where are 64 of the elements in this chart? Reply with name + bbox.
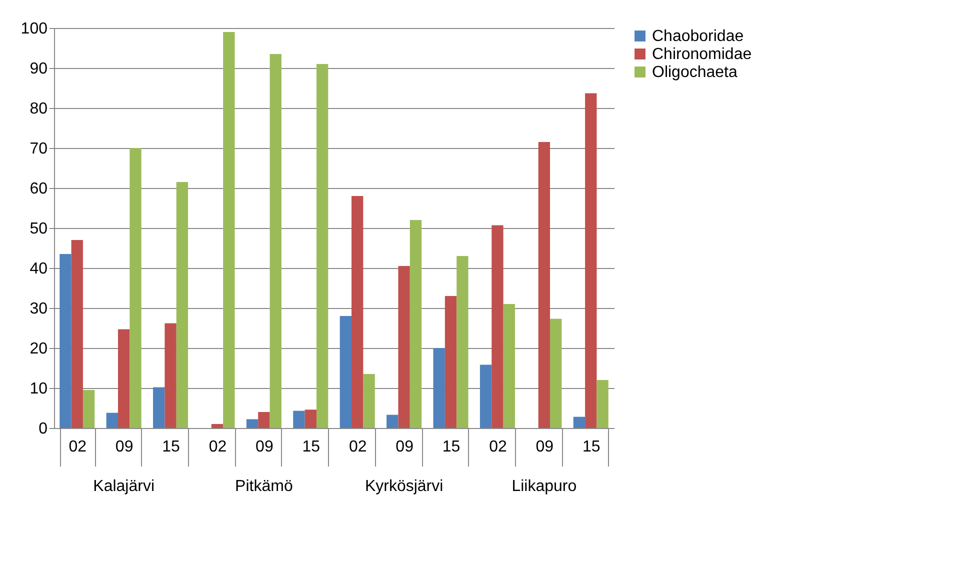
x-tick-label: 15	[582, 438, 600, 456]
x-tick-label: 02	[489, 438, 507, 456]
legend-label: Chironomidae	[652, 46, 752, 63]
bar	[153, 387, 165, 428]
x-tick-label: 02	[208, 438, 227, 456]
bar	[211, 424, 224, 428]
text: Kyrkösjärvi	[364, 478, 444, 495]
x-tick-label: 15	[162, 438, 180, 456]
y-tick-label: 0	[38, 420, 48, 438]
legend-label: Oligochaeta	[652, 64, 738, 81]
bar	[106, 412, 118, 428]
bar	[130, 148, 142, 428]
y-tick-label: 40	[30, 260, 48, 278]
bar	[585, 93, 597, 428]
bar	[503, 304, 515, 428]
bar	[293, 410, 305, 428]
bar	[352, 196, 364, 428]
bar	[386, 414, 398, 428]
y-tick-label: 20	[30, 340, 48, 358]
bar	[433, 348, 445, 428]
y-tick-label: 90	[30, 60, 48, 78]
bar	[538, 142, 550, 428]
bar	[118, 329, 130, 428]
bar	[410, 220, 422, 428]
y-tick-label: 60	[30, 180, 48, 198]
bar	[492, 225, 504, 428]
bar	[304, 410, 316, 428]
y-tick-label: 70	[30, 140, 48, 158]
bar	[223, 32, 235, 428]
bar	[258, 412, 270, 428]
bar	[246, 419, 258, 428]
x-tick-label: 09	[536, 438, 554, 456]
bar	[164, 323, 176, 428]
x-tick-label: 09	[115, 438, 134, 456]
x-tick-label: 15	[442, 438, 460, 456]
bar	[340, 316, 352, 428]
bar	[270, 54, 282, 428]
y-tick-label: 30	[30, 300, 48, 318]
text: Kalajärvi	[93, 478, 155, 495]
bar	[550, 318, 562, 428]
bar	[60, 254, 72, 428]
x-tick-label: 09	[396, 438, 414, 456]
bar	[176, 182, 188, 428]
x-tick-label: 02	[348, 438, 367, 456]
bar	[456, 256, 468, 428]
bar	[316, 64, 328, 428]
bar	[363, 374, 375, 428]
bar	[71, 240, 83, 428]
legend-label: Chaoboridae	[652, 28, 744, 45]
x-tick-label: 15	[302, 438, 320, 456]
x-tick-label: 02	[68, 438, 87, 456]
bar	[398, 266, 410, 428]
bar	[444, 296, 457, 428]
bar	[480, 364, 492, 428]
y-tick-label: 80	[30, 100, 48, 118]
y-tick-label: 100	[20, 20, 48, 38]
x-tick-label: 09	[256, 438, 274, 456]
bar	[82, 390, 95, 428]
text: Pitkämö	[235, 478, 293, 495]
y-tick-label: 50	[30, 220, 48, 238]
bar	[573, 416, 586, 428]
text: Liikapuro	[512, 478, 577, 495]
bar	[596, 380, 608, 428]
y-tick-label: 10	[30, 380, 48, 398]
